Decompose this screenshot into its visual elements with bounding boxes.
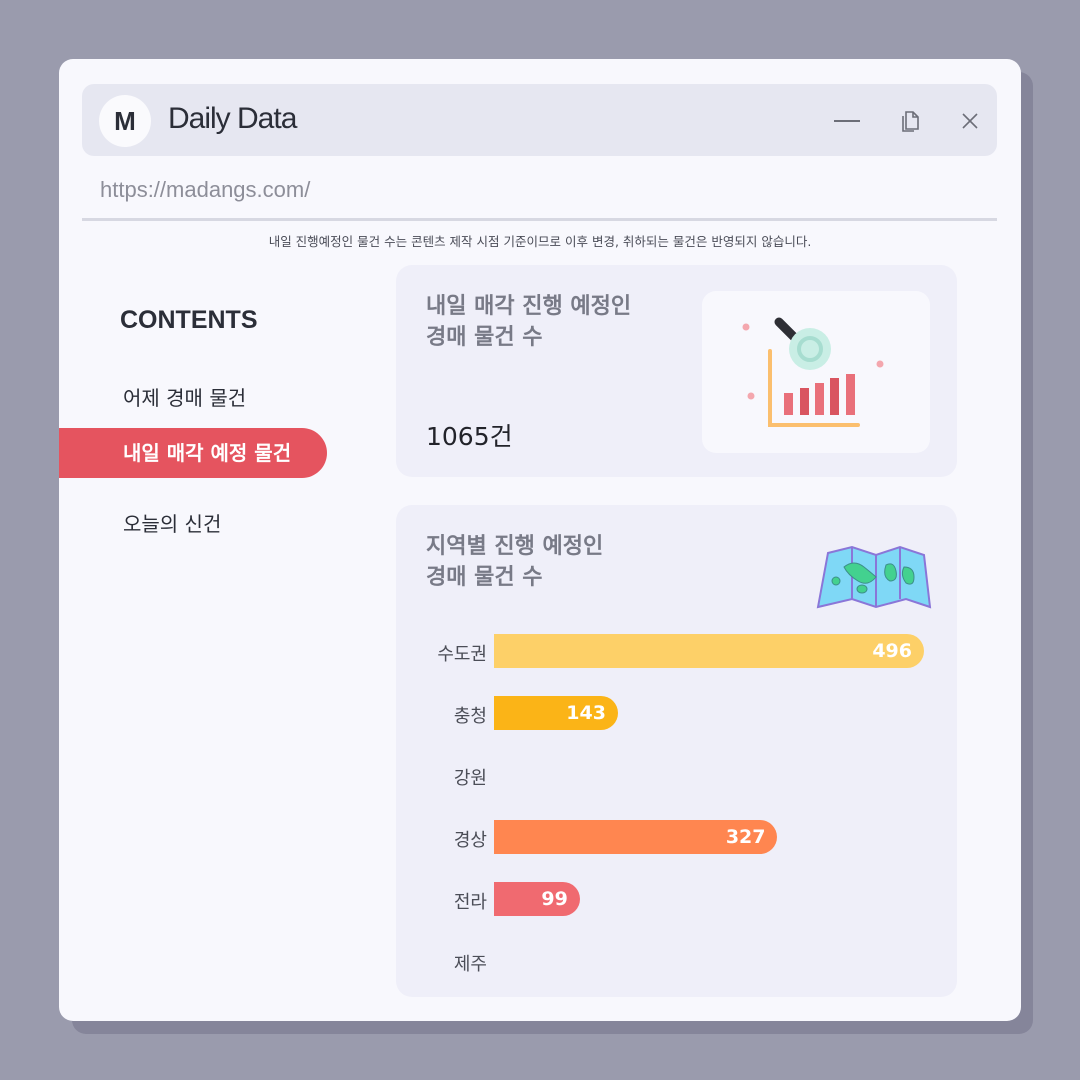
app-title: Daily Data (168, 102, 297, 135)
bar-row: 전라 99 (396, 882, 957, 916)
bar-row: 경상 327 (396, 820, 957, 854)
notice-text: 내일 진행예정인 물건 수는 콘텐츠 제작 시점 기준이므로 이후 변경, 취하… (268, 234, 812, 249)
app-logo: M (99, 95, 151, 147)
bar-row: 충청 143 (396, 696, 957, 730)
bar-category-label: 전라 (453, 892, 487, 913)
copy-icon[interactable] (893, 104, 927, 138)
bar-value-label: 99 (541, 888, 568, 910)
bar: 143 (494, 696, 618, 730)
bar-row: 제주 (396, 944, 957, 978)
folded-map-icon (814, 545, 932, 615)
bar-chart-magnifier-icon (702, 291, 930, 453)
sidebar-item-tomorrow[interactable]: 내일 매각 예정 물건 (59, 428, 327, 478)
bar-category-label: 강원 (453, 768, 487, 789)
bar-row: 강원 (396, 758, 957, 792)
regions-title-line: 경매 물건 수 (426, 565, 543, 590)
summary-title-line: 내일 매각 진행 예정인 (426, 294, 632, 319)
bar: 99 (494, 882, 580, 916)
summary-count: 1065건 (426, 422, 513, 451)
sidebar-item-yesterday[interactable]: 어제 경매 물건 (123, 386, 247, 410)
sidebar-heading: CONTENTS (120, 306, 258, 334)
bar-category-label: 경상 (453, 830, 487, 851)
bar-value-label: 327 (725, 826, 766, 848)
bar-category-label: 제주 (453, 954, 487, 975)
bar-value-label: 496 (872, 640, 912, 662)
title-bar: M Daily Data (82, 84, 997, 156)
bar-category-label: 수도권 (437, 644, 487, 665)
bar-row: 수도권 496 (396, 634, 957, 668)
regions-title-line: 지역별 진행 예정인 (426, 534, 604, 559)
sidebar-item-today-new[interactable]: 오늘의 신건 (123, 512, 222, 536)
url-field[interactable]: https://madangs.com/ (100, 177, 311, 202)
divider (82, 218, 997, 221)
bar: 496 (494, 634, 924, 668)
bar-value-label: 143 (566, 702, 606, 724)
summary-title-line: 경매 물건 수 (426, 325, 543, 350)
app-window: M Daily Data https://madangs.com/ 내일 진행예… (59, 59, 1021, 1021)
close-icon[interactable] (953, 104, 987, 138)
bar-category-label: 충청 (453, 706, 487, 727)
minimize-icon[interactable] (830, 104, 864, 138)
bar: 327 (494, 820, 778, 854)
